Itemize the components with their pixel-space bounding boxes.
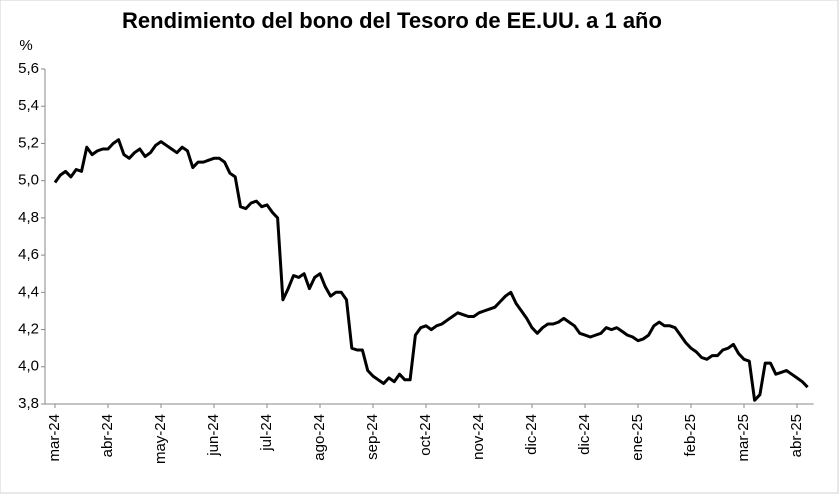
y-tick-label: 5,4 (18, 97, 39, 114)
x-tick-label: jul-24 (258, 414, 275, 452)
y-tick-label: 5,0 (18, 172, 39, 189)
x-tick-label: may-24 (152, 414, 169, 464)
chart-title: Rendimiento del bono del Tesoro de EE.UU… (122, 8, 662, 33)
y-tick-label: 5,6 (18, 60, 39, 77)
y-unit: % (19, 37, 32, 54)
y-tick-label: 4,0 (18, 358, 39, 375)
x-tick-label: abr-24 (99, 414, 116, 457)
y-tick-label: 3,8 (18, 395, 39, 412)
x-tick-label: ene-25 (629, 414, 646, 461)
y-tick-label: 5,2 (18, 134, 39, 151)
x-tick-label: nov-24 (470, 414, 487, 460)
y-tick-label: 4,4 (18, 283, 39, 300)
x-tick-label: mar-25 (735, 414, 752, 462)
line-series (53, 138, 809, 402)
y-tick-label: 4,2 (18, 321, 39, 338)
x-tick-label: sep-24 (364, 414, 381, 460)
x-tick-label: jun-24 (205, 414, 222, 457)
x-tick-label: abr-25 (788, 414, 805, 457)
x-tick-label: dic-24 (523, 414, 540, 455)
x-tick-label: dic-24 (576, 414, 593, 455)
x-tick-label: feb-25 (682, 414, 699, 457)
x-tick-label: mar-24 (46, 414, 63, 462)
y-tick-label: 4,6 (18, 246, 39, 263)
x-tick-label: oct-24 (417, 414, 434, 456)
x-tick-label: ago-24 (311, 414, 328, 461)
y-tick-label: 4,8 (18, 209, 39, 226)
